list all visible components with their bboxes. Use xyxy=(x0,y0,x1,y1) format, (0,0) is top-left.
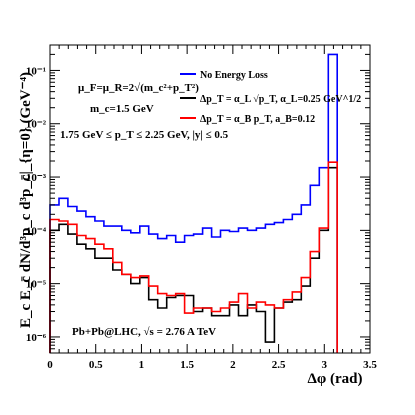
series-line-0 xyxy=(49,53,338,353)
y-tick-label-0: 10⁻⁶ xyxy=(26,332,47,344)
x-tick-label-7: 3.5 xyxy=(363,359,377,371)
y-tick-label-1: 10⁻⁵ xyxy=(26,279,47,291)
y-tick-label-3: 10⁻³ xyxy=(26,172,47,184)
plot-frame xyxy=(49,44,371,354)
annotation-system: Pb+Pb@LHC, √s = 2.76 A TeV xyxy=(72,326,216,338)
x-tick-label-1: 0.5 xyxy=(89,359,103,371)
legend: No Energy Loss Δp_T = α_L √p_T, α_L=0.25… xyxy=(180,70,361,125)
y-tick-label-5: 10⁻¹ xyxy=(26,65,46,77)
annotation-scale: μ_F=μ_R=2√(m_c²+p_T²) xyxy=(78,82,199,94)
legend-label-no-energy-loss: No Energy Loss xyxy=(200,70,268,81)
x-tick-label-5: 2.5 xyxy=(272,359,286,371)
y-tick-label-4: 10⁻² xyxy=(26,119,47,131)
tick-labels-layer: 0 0.5 1 1.5 2 2.5 3 3.5 10⁻⁶ 10⁻⁵ 10⁻⁴ 10⁻³ 10⁻² 10⁻¹ xyxy=(26,65,377,371)
ticks-layer xyxy=(49,45,371,354)
series-line-2 xyxy=(49,161,338,353)
legend-label-sqrt-loss: Δp_T = α_L √p_T, α_L=0.25 GeV^1/2 xyxy=(200,94,361,105)
x-axis-title: Δφ (rad) xyxy=(307,371,362,387)
legend-label-linear-loss: Δp_T = α_B p_T, a_B=0.12 xyxy=(200,114,315,125)
x-tick-label-2: 1 xyxy=(139,359,145,371)
series-layer xyxy=(49,53,338,353)
annotation-cuts: 1.75 GeV ≤ p_T ≤ 2.25 GeV, |y| ≤ 0.5 xyxy=(60,129,229,141)
y-tick-label-2: 10⁻⁴ xyxy=(26,225,47,237)
annotation-mass: m_c=1.5 GeV xyxy=(90,103,154,115)
y-axis-title: E_c E_c̄ dN/d³p_c d³p_c̄|_{η=0} (GeV⁻⁴) xyxy=(18,72,34,328)
x-tick-label-3: 1.5 xyxy=(180,359,194,371)
x-tick-label-0: 0 xyxy=(47,359,53,371)
x-tick-label-6: 3 xyxy=(322,359,328,371)
x-tick-label-4: 2 xyxy=(230,359,236,371)
